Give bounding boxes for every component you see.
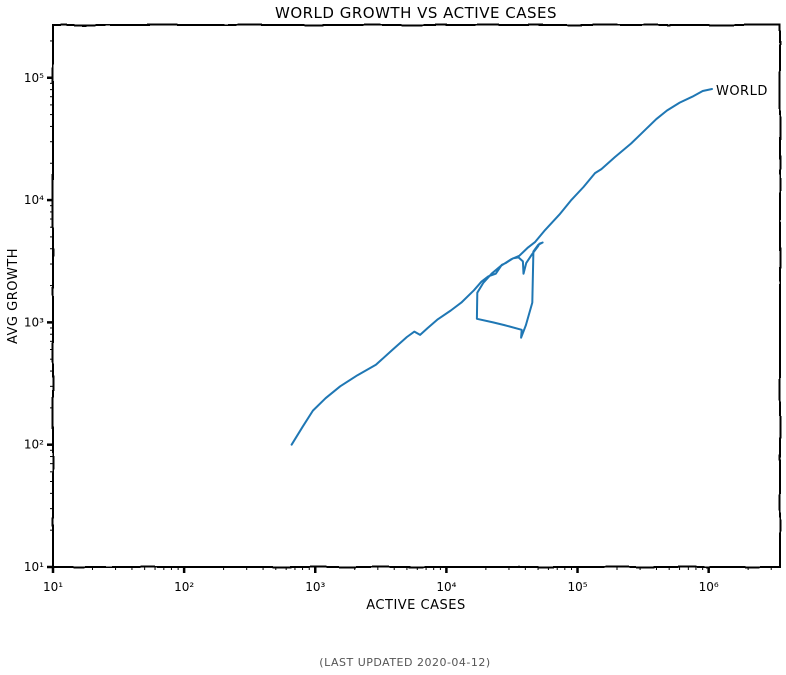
plot-frame <box>52 24 781 568</box>
x-tick-label: 10³ <box>305 580 325 594</box>
y-tick-label: 10³ <box>24 315 44 329</box>
last-updated-note: (LAST UPDATED 2020-04-12) <box>319 656 490 669</box>
y-tick-label: 10¹ <box>24 560 44 574</box>
x-axis-label: ACTIVE CASES <box>366 598 465 613</box>
y-tick-label: 10⁴ <box>24 193 44 207</box>
y-tick-label: 10⁵ <box>24 71 44 85</box>
y-axis-ticks: 10¹ 10² 10³ 10⁴ 10⁵ <box>24 40 53 574</box>
y-axis-label: AVG GROWTH <box>6 248 21 344</box>
x-axis-ticks: 10¹ 10² 10³ 10⁴ 10⁵ 10⁶ <box>43 567 772 594</box>
series-line-world <box>290 88 713 446</box>
x-tick-label: 10² <box>174 580 194 594</box>
y-tick-label: 10² <box>24 438 44 452</box>
series-layer: WORLD <box>290 84 768 446</box>
chart-title: WORLD GROWTH VS ACTIVE CASES <box>275 4 557 22</box>
series-end-label: WORLD <box>716 84 768 99</box>
x-tick-label: 10⁶ <box>699 580 719 594</box>
x-tick-label: 10⁵ <box>567 580 587 594</box>
x-tick-label: 10⁴ <box>436 580 456 594</box>
x-tick-label: 10¹ <box>43 580 63 594</box>
